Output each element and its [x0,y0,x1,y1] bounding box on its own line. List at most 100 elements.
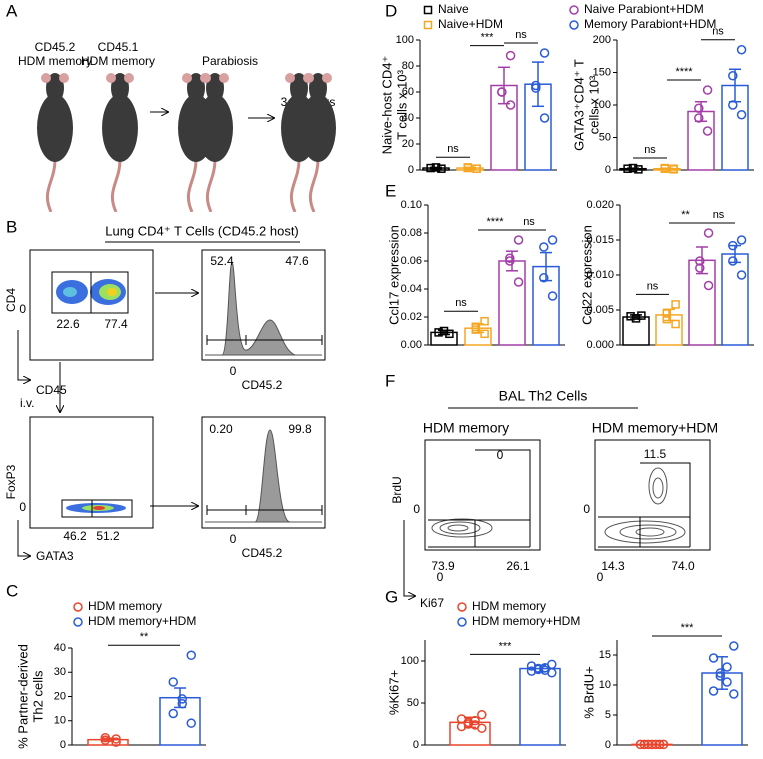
y-axis-label: GATA3⁺CD4⁺ T [571,59,586,151]
y-tick-label: 40 [54,642,66,654]
bar [721,253,749,346]
data-point [708,686,719,696]
y-tick-label: 80 [402,60,414,72]
significance-label: ns [713,209,725,221]
data-point [729,641,739,651]
data-point [431,163,441,172]
y-tick-label: 100 [401,655,419,667]
data-point [539,113,550,123]
axis-label: GATA3 [36,549,74,563]
panel-label: F [385,371,395,390]
panel-title: Lung CD4⁺ T Cells (CD45.2 host) [105,223,299,238]
y-tick-label: 15 [599,649,611,661]
data-point [177,699,187,709]
legend-label: Naive [438,2,469,16]
y-tick-label: 150 [593,66,611,78]
plot-frame [29,249,154,361]
data-point [671,319,680,329]
data-point [186,718,196,728]
y-tick-label: 0 [408,164,414,176]
data-point [703,228,714,238]
data-point [662,309,672,318]
data-point [736,45,747,55]
gate-value: 47.6 [285,254,309,268]
data-point [626,312,635,321]
significance-label: **** [486,216,504,228]
legend-label: HDM memory+HDM [472,614,580,628]
legend-label: Naive Parabiont+HDM [584,2,704,16]
data-point [505,100,516,110]
gate-value: 77.4 [104,317,128,331]
data-point [100,732,111,743]
significance-label: ns [515,29,527,41]
legend-marker [73,602,83,612]
data-point [533,664,544,675]
data-point [531,80,541,91]
y-tick-label: 0.015 [586,234,614,246]
mouse [37,73,73,212]
data-point [505,256,515,266]
data-point [662,314,672,324]
y-tick-label: 30 [54,666,66,678]
plot-title: HDM memory [423,420,509,436]
legend-marker [457,617,467,627]
axis-label: BrdU [390,476,404,503]
mouse [102,73,138,212]
data-point [702,126,713,136]
y-tick-label: 0 [413,739,419,751]
gate-value: 0 [497,448,504,462]
axis-label: CD45.2 [242,378,283,392]
data-point [722,662,732,672]
data-point [669,164,678,173]
y-tick-label: 0 [605,739,611,751]
data-point [728,71,738,81]
gate-value: 52.4 [210,254,234,268]
axis-label: CD4 [4,288,18,312]
significance-label: ** [140,631,149,643]
data-point [715,668,726,678]
gate-value: 22.6 [56,317,80,331]
y-tick-label: 10 [54,715,66,727]
data-point [728,100,738,110]
gate-value: 26.1 [506,559,530,573]
axis-tick: 0 [19,500,26,514]
y-tick-label: 40 [402,112,414,124]
data-point [437,164,446,173]
y-axis-label: Th2 cells [30,670,45,723]
axis-tick: 0 [437,570,444,584]
data-point [635,739,646,750]
y-axis-label: % BrdU+ [581,666,596,718]
data-point [736,110,747,120]
panel-label: B [6,217,17,236]
significance-label: ns [447,143,459,155]
panel-label: D [385,1,397,20]
gate-value: 73.9 [431,559,455,573]
data-point [703,280,714,291]
axis-label: i.v. [20,396,34,410]
legend-label: HDM memory [472,599,546,613]
significance-label: ns [712,26,724,38]
significance-label: **** [675,66,693,78]
data-point [715,671,726,681]
significance-label: *** [481,32,495,44]
significance-label: ns [644,144,656,156]
data-point [539,242,549,252]
data-point [480,329,489,339]
step-label: Parabiosis [202,54,258,68]
mouse-label: CD45.2 [35,40,76,54]
axis-tick: 0 [597,570,604,584]
mouse-label: HDM memory [18,54,92,68]
legend-marker [569,5,579,15]
data-point [695,256,705,266]
y-tick-label: 0 [60,739,66,751]
y-tick-label: 0.020 [586,199,614,211]
data-point [623,164,632,173]
data-point [539,273,549,283]
data-point [505,50,516,61]
plot-frame [201,416,326,529]
y-tick-label: 0 [605,164,611,176]
y-axis-label: T cells x 10³ [394,69,409,140]
panel-label: G [385,587,398,606]
gate-value: 99.8 [288,422,312,436]
